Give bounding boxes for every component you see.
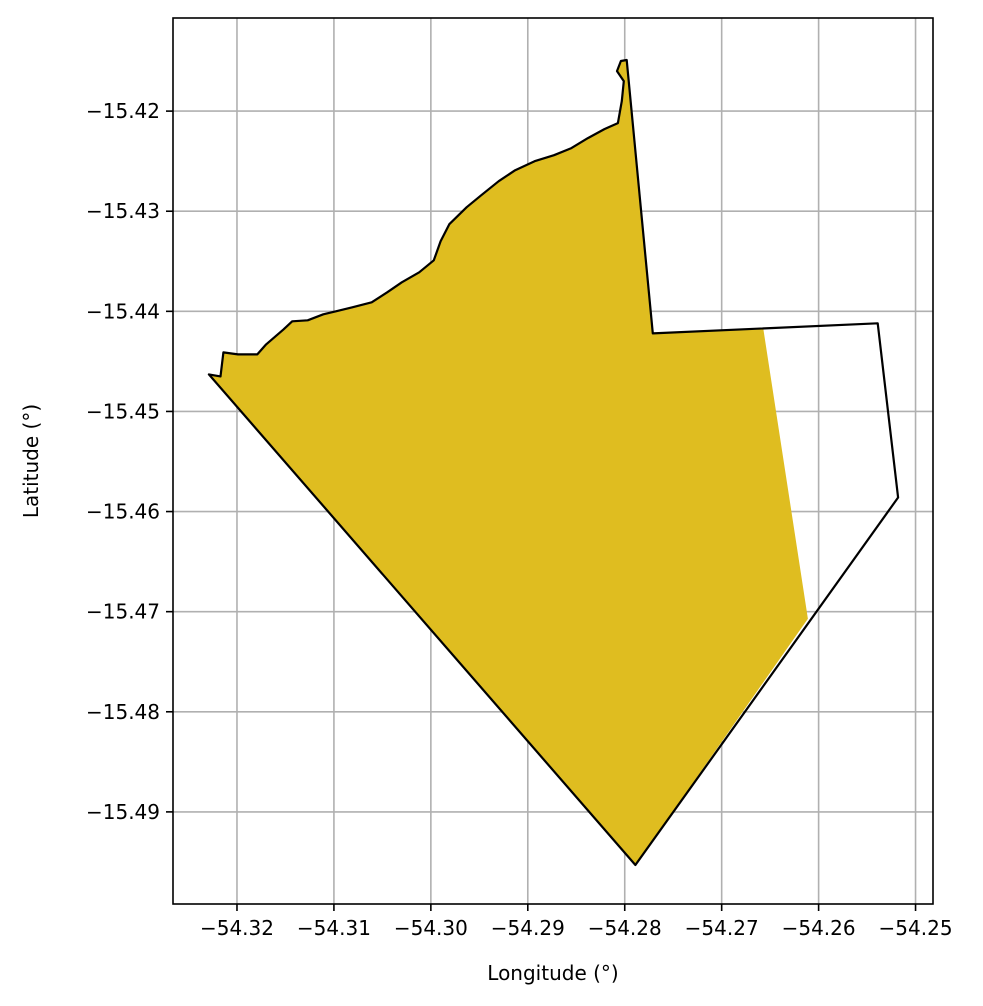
y-axis-ticks: −15.42 −15.43 −15.44 −15.45 −15.46 −15.47 −15.…: [86, 99, 173, 824]
y-tick-label: −15.47: [86, 600, 160, 624]
x-tick-label: −54.28: [588, 916, 662, 940]
y-tick-label: −15.42: [86, 99, 160, 123]
x-tick-label: −54.32: [200, 916, 274, 940]
x-tick-label: −54.30: [394, 916, 468, 940]
region-fill: [208, 60, 808, 865]
x-tick-label: −54.27: [685, 916, 759, 940]
plot-frame: [172, 17, 934, 905]
y-tick-label: −15.46: [86, 500, 160, 524]
x-axis-title: Longitude (°): [487, 961, 618, 985]
x-tick-label: −54.26: [782, 916, 856, 940]
y-tick-label: −15.49: [86, 800, 160, 824]
y-tick-label: −15.45: [86, 399, 160, 423]
y-tick-label: −15.44: [86, 299, 160, 323]
region-boundary: [207, 58, 900, 867]
y-axis-title: Latitude (°): [19, 404, 43, 518]
x-tick-label: −54.31: [297, 916, 371, 940]
x-tick-label: −54.25: [879, 916, 953, 940]
y-tick-label: −15.43: [86, 199, 160, 223]
region-fill-layer: [208, 60, 808, 865]
y-tick-label: −15.48: [86, 700, 160, 724]
x-tick-label: −54.29: [491, 916, 565, 940]
region-outline-layer: [207, 58, 900, 867]
x-axis-ticks: −54.32 −54.31 −54.30 −54.29 −54.28 −54.27 −54.…: [200, 904, 953, 940]
